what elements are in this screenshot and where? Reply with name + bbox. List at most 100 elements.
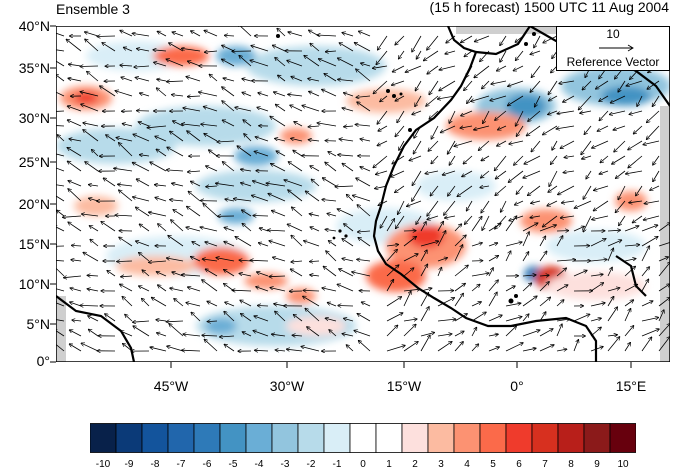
- wind-vector: [471, 327, 477, 337]
- wind-vector: [444, 200, 456, 215]
- wind-vector: [259, 243, 269, 247]
- wind-vector: [495, 155, 507, 171]
- wind-vector: [72, 245, 82, 246]
- wind-vector: [81, 343, 99, 352]
- wind-vector: [403, 254, 418, 262]
- wind-vector: [392, 155, 405, 164]
- wind-vector: [56, 32, 65, 37]
- wind-vector: [268, 230, 286, 231]
- wind-vector: [272, 334, 286, 336]
- wind-vector: [624, 266, 635, 277]
- colorbar-swatch: [193, 423, 221, 453]
- wind-vector: [590, 327, 601, 337]
- wind-vector: [338, 306, 354, 307]
- wind-vector: [395, 35, 405, 45]
- wind-vector: [357, 259, 371, 261]
- wind-vector: [242, 332, 252, 337]
- wind-vector: [182, 350, 201, 351]
- wind-vector: [166, 59, 184, 67]
- wind-vector: [188, 96, 201, 97]
- wind-vector: [495, 110, 507, 120]
- wind-vector: [358, 231, 371, 232]
- wind-vector: [445, 50, 456, 54]
- wind-vector: [574, 200, 592, 208]
- wind-vector: [201, 124, 218, 126]
- wind-vector: [360, 139, 371, 141]
- wind-vector: [430, 185, 439, 196]
- wind-vector: [158, 285, 167, 292]
- wind-vector: [222, 87, 235, 97]
- lon-label: 0°: [510, 378, 524, 394]
- wind-vector: [563, 95, 575, 102]
- wind-vector: [437, 319, 456, 321]
- wind-vector: [242, 210, 252, 217]
- lon-label: 15°E: [615, 378, 647, 394]
- wind-vector: [641, 225, 658, 232]
- wind-vector: [191, 312, 201, 322]
- wind-vector: [272, 211, 286, 217]
- wind-vector: [206, 166, 218, 172]
- wind-vector: [69, 139, 82, 142]
- wind-vector: [530, 80, 541, 92]
- wind-vector: [224, 344, 235, 352]
- wind-vector: [310, 261, 320, 262]
- wind-vector: [89, 329, 99, 337]
- wind-vector: [373, 65, 388, 68]
- wind-vector: [257, 107, 269, 112]
- wind-vector: [237, 146, 252, 157]
- wind-vector: [253, 216, 269, 217]
- wind-vector: [429, 80, 439, 95]
- wind-vector: [325, 318, 337, 322]
- wind-vector: [288, 162, 303, 172]
- wind-vector: [115, 91, 133, 97]
- wind-vector: [306, 191, 320, 202]
- wind-vector: [505, 317, 522, 322]
- wind-vector: [548, 80, 558, 95]
- wind-vector: [322, 288, 337, 292]
- wind-vector: [491, 80, 507, 84]
- wind-vector: [167, 346, 184, 352]
- wind-vector: [471, 95, 490, 101]
- wind-vector: [356, 178, 371, 187]
- wind-vector: [291, 235, 303, 247]
- wind-vector: [186, 303, 201, 307]
- wind-vector: [449, 110, 456, 123]
- wind-vector: [182, 275, 201, 276]
- wind-vector: [590, 274, 603, 276]
- wind-vector: [425, 170, 439, 174]
- wind-vector: [607, 335, 617, 336]
- wind-vector: [186, 227, 201, 232]
- wind-vector: [235, 237, 252, 247]
- wind-vector: [169, 324, 184, 337]
- wind-vector: [135, 77, 150, 82]
- wind-vector: [391, 170, 405, 177]
- wind-vector: [339, 139, 354, 141]
- wind-vector: [325, 162, 337, 172]
- wind-vector: [338, 79, 354, 81]
- wind-vector: [579, 95, 592, 110]
- wind-vector: [556, 324, 562, 337]
- wind-vector: [647, 125, 660, 139]
- wind-vector: [202, 259, 218, 261]
- colorbar-swatch: [167, 423, 195, 453]
- wind-vector: [270, 288, 286, 292]
- colorbar-label: -4: [254, 459, 264, 470]
- wind-vector: [217, 141, 235, 142]
- wind-vector: [355, 125, 371, 127]
- wind-vector: [658, 257, 668, 262]
- wind-vector: [270, 116, 286, 127]
- wind-vector: [403, 291, 411, 307]
- wind-vector: [121, 77, 133, 82]
- wind-vector: [158, 224, 167, 232]
- wind-vector: [428, 140, 439, 151]
- wind-vector: [560, 140, 575, 148]
- wind-vector: [582, 155, 592, 159]
- wind-vector: [590, 239, 606, 247]
- wind-vector: [188, 171, 201, 172]
- wind-vector: [392, 80, 405, 85]
- wind-vector: [57, 210, 65, 217]
- wind-vector: [420, 288, 432, 292]
- wind-vector: [403, 268, 414, 277]
- wind-vector: [100, 86, 116, 97]
- lon-ticks: [170, 362, 632, 368]
